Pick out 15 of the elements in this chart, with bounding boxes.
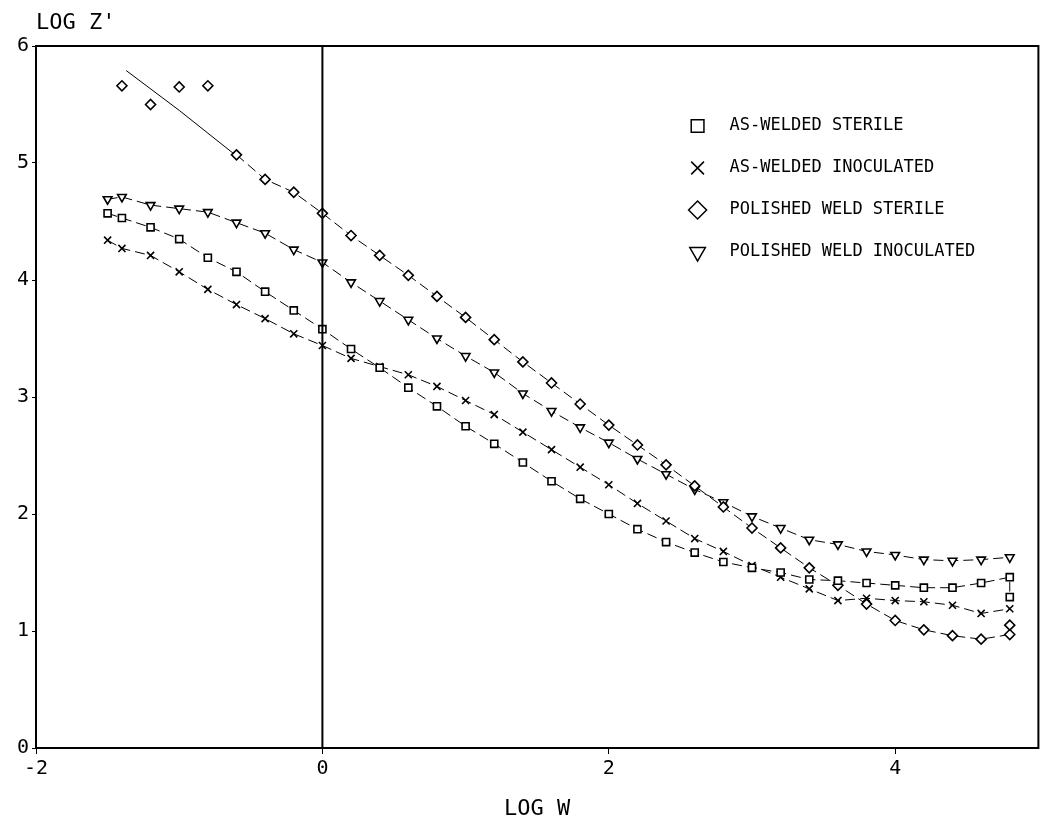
- legend-label: AS-WELDED STERILE: [729, 114, 904, 135]
- y-axis-title: LOG Z': [36, 8, 116, 34]
- x-axis-title: LOG W: [504, 794, 572, 820]
- y-tick-label: 5: [16, 149, 29, 174]
- x-tick-label: 0: [316, 755, 329, 780]
- legend-label: AS-WELDED INOCULATED: [729, 156, 935, 177]
- y-tick-label: 2: [16, 500, 29, 525]
- x-tick-label: 2: [602, 755, 615, 780]
- x-tick-label: 4: [889, 755, 902, 780]
- legend-label: POLISHED WELD INOCULATED: [729, 240, 976, 261]
- y-tick-label: 4: [16, 266, 29, 291]
- y-tick-label: 6: [16, 32, 29, 57]
- legend-label: POLISHED WELD STERILE: [729, 198, 945, 219]
- y-tick-label: 3: [16, 383, 29, 408]
- y-tick-label: 1: [16, 617, 29, 642]
